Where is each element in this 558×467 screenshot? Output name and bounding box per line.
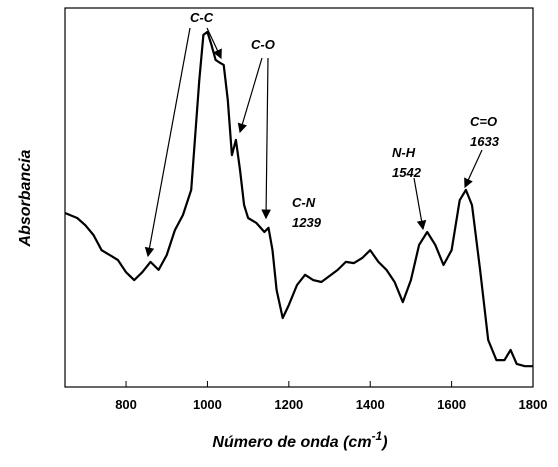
x-axis-label-suffix: )	[380, 434, 387, 451]
annotation: C-C	[190, 10, 214, 25]
x-tick-label: 1600	[437, 397, 466, 412]
annotation: C=O	[470, 114, 497, 129]
x-tick-label: 1000	[193, 397, 222, 412]
x-axis-label-text: Número de onda (cm	[212, 434, 371, 451]
annotation: N-H	[392, 145, 416, 160]
annotation: 1542	[392, 165, 422, 180]
x-axis-label: Número de onda (cm-1)	[212, 429, 387, 451]
x-tick-label: 800	[115, 397, 137, 412]
x-axis-label-sup: -1	[372, 429, 383, 443]
annotation: C-O	[251, 37, 275, 52]
spectrum-line	[64, 30, 533, 368]
y-axis-label: Absorbancia	[17, 149, 34, 247]
plot-frame	[64, 7, 534, 388]
annotation: 1633	[470, 134, 500, 149]
x-tick-label: 1800	[519, 397, 548, 412]
annotation: C-N	[292, 195, 316, 210]
annotation: 1239	[292, 215, 322, 230]
x-tick-label: 1200	[274, 397, 303, 412]
arrows	[144, 27, 483, 258]
x-tick-label: 1400	[356, 397, 385, 412]
